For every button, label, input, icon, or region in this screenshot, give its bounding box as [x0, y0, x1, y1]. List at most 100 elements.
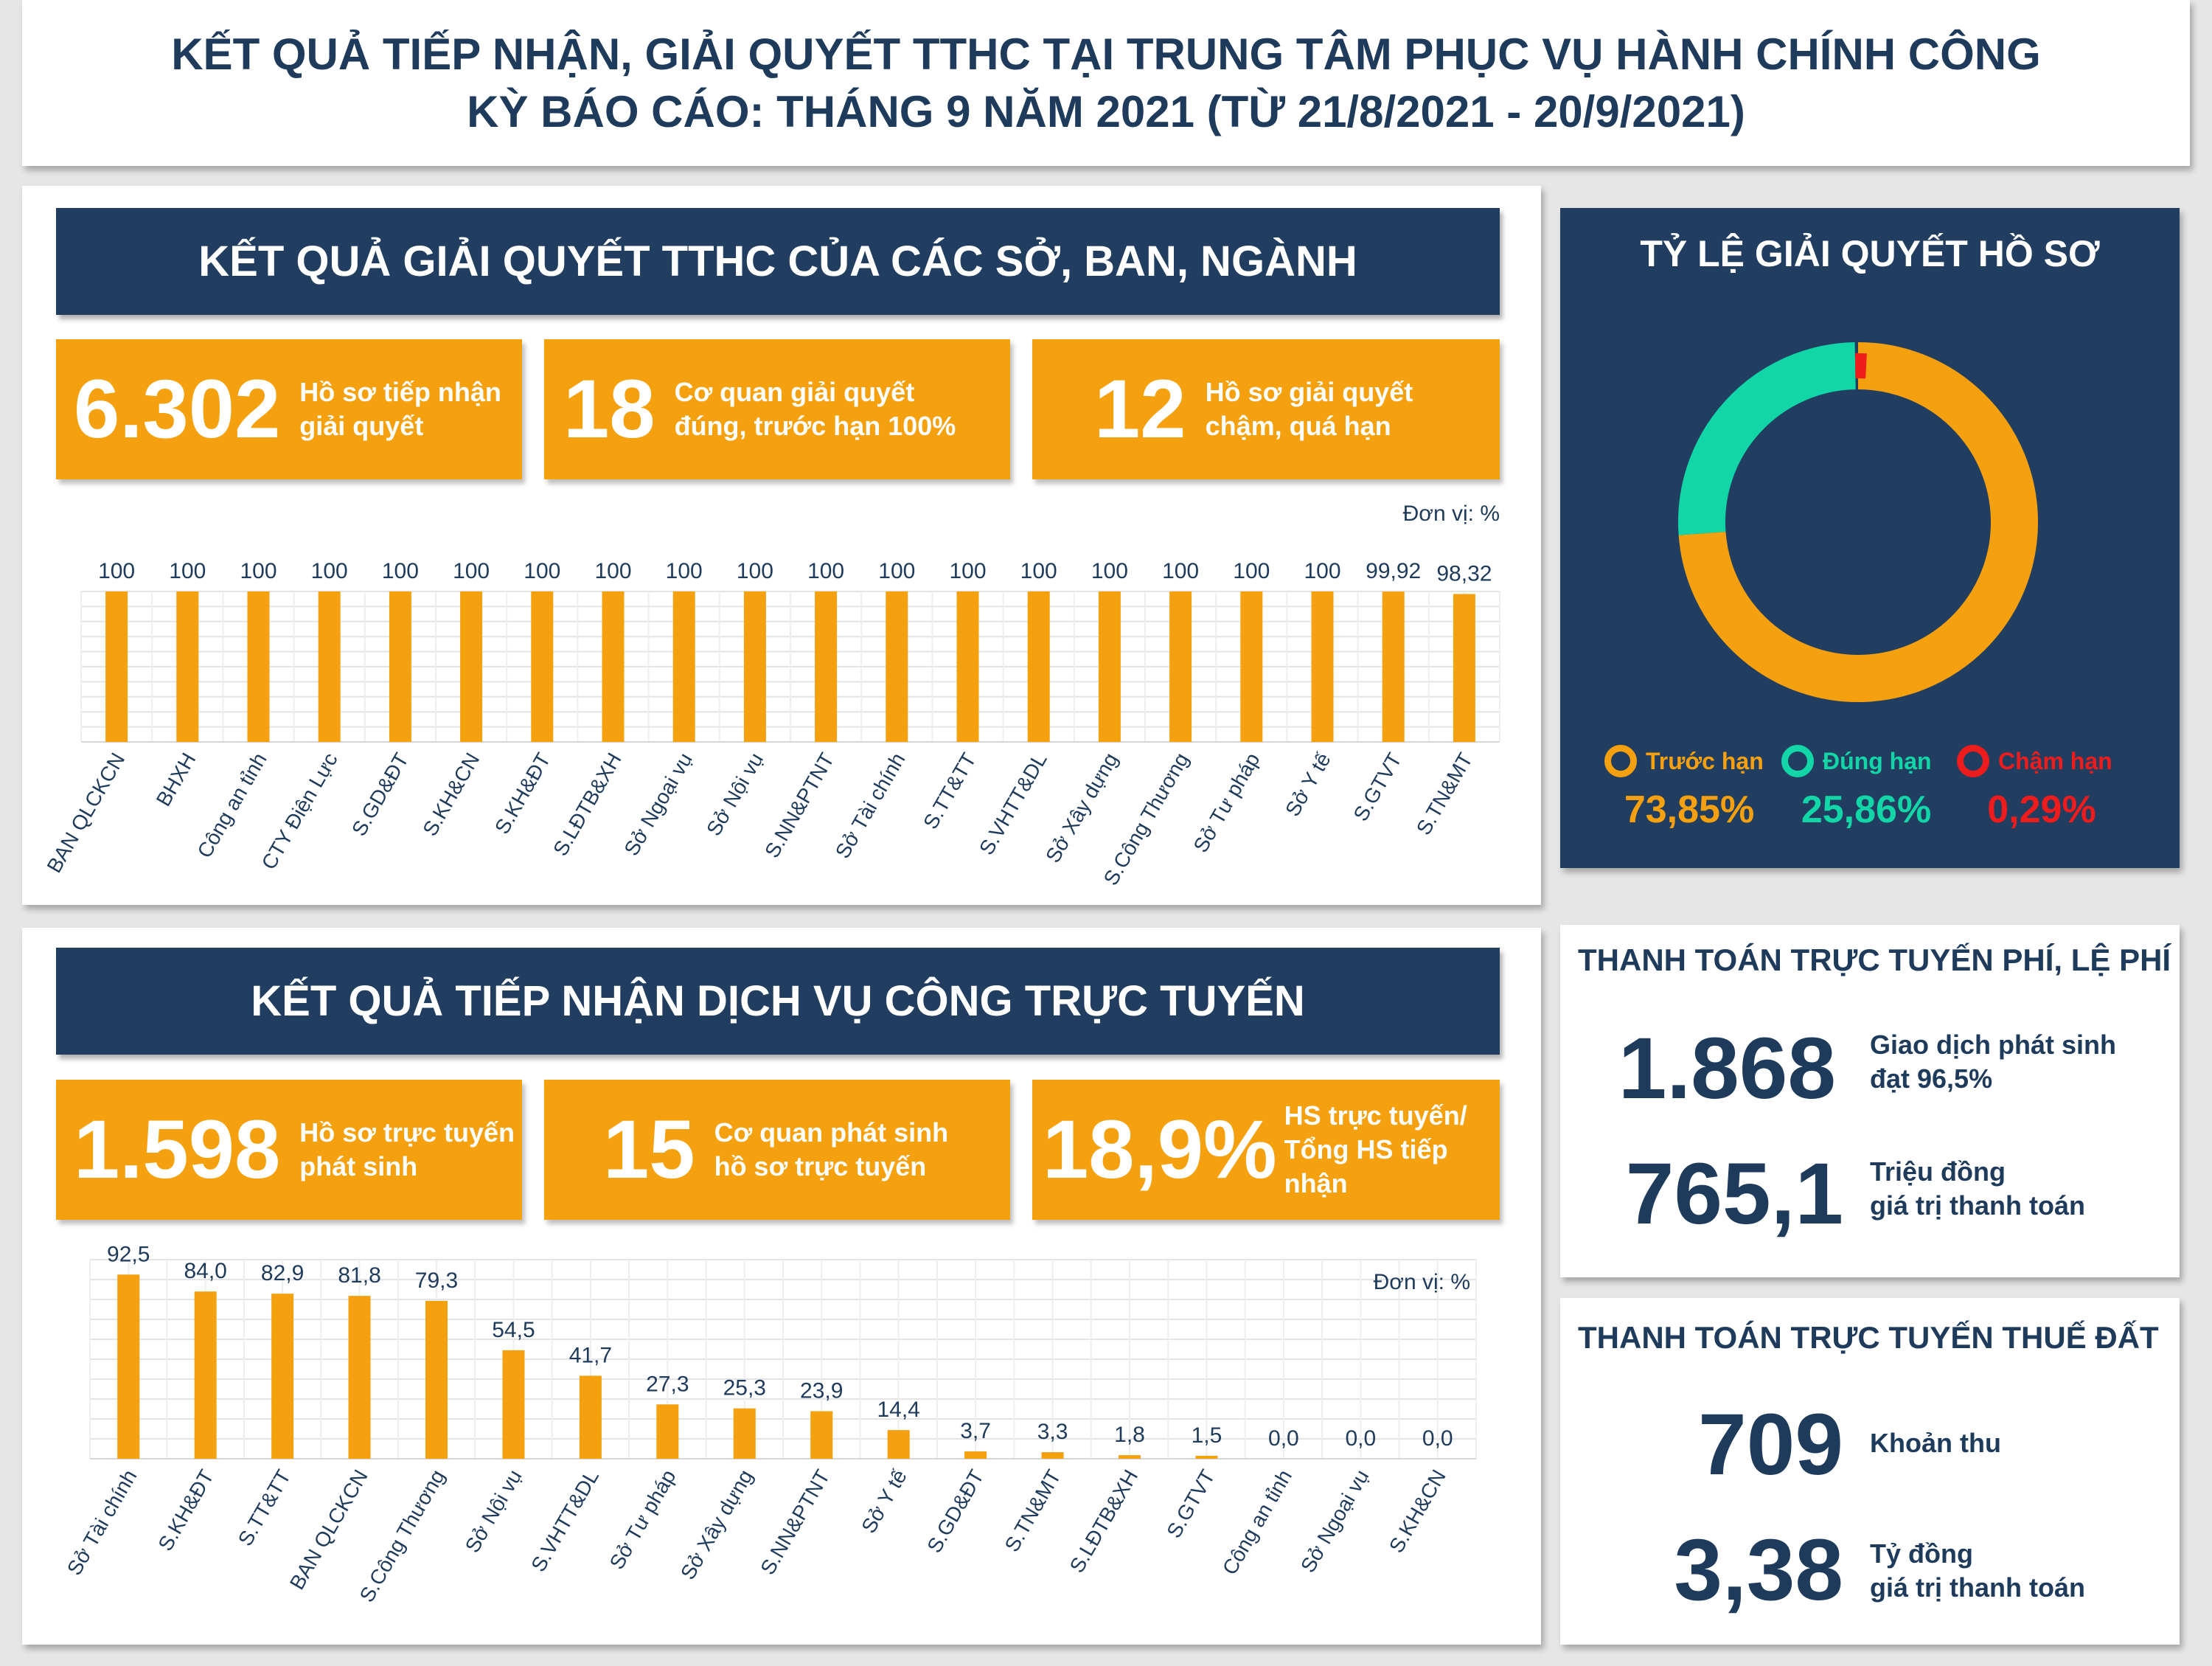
- bar: [887, 1430, 910, 1459]
- stat-number: 15: [603, 1103, 695, 1195]
- stat-box-online-ratio: 18,9% HS trực tuyến/Tổng HS tiếp nhận: [1032, 1080, 1500, 1220]
- data-label: 100: [594, 559, 631, 583]
- land-tax-amount-number: 3,38: [1674, 1521, 1843, 1619]
- data-label: 0,0: [1268, 1426, 1299, 1451]
- data-label: 100: [524, 559, 560, 583]
- category-label: S.KH&CN: [1385, 1466, 1450, 1557]
- unit-label: Đơn vị: %: [1374, 1270, 1470, 1294]
- category-label: Sở Xây dựng: [676, 1466, 757, 1584]
- legend-ring-icon: [1604, 745, 1637, 777]
- bar: [743, 591, 766, 742]
- category-label: S.VHTT&DL: [975, 749, 1051, 859]
- bar: [602, 591, 625, 742]
- data-label: 100: [382, 559, 419, 583]
- data-label: 25,3: [723, 1376, 766, 1401]
- bar: [1240, 591, 1263, 742]
- legend-ring-icon: [1781, 745, 1814, 777]
- category-label: S.TT&TT: [919, 749, 981, 833]
- donut-slice: [1678, 342, 1857, 535]
- category-label: Sở Tư pháp: [1189, 749, 1265, 857]
- bar: [531, 591, 554, 742]
- bar: [389, 591, 411, 742]
- stat-box-agencies-on-time: 18 Cơ quan giải quyết đúng, trước hạn 100…: [544, 339, 1010, 479]
- category-label: S.GTVT: [1349, 749, 1405, 825]
- category-label: S.TN&MT: [1412, 749, 1477, 839]
- legend-value-before-deadline: 73,85%: [1624, 788, 1755, 831]
- online-land-tax-panel: [1560, 1298, 2180, 1645]
- unit-label: Đơn vị: %: [1403, 501, 1500, 526]
- stat-description: Hồ sơ trực tuyến phát sinh: [299, 1117, 515, 1181]
- data-label: 100: [1162, 559, 1199, 583]
- data-label: 100: [98, 559, 135, 583]
- data-label: 82,9: [261, 1261, 304, 1285]
- category-label: Sở Tài chính: [63, 1466, 142, 1580]
- bar: [117, 1274, 140, 1459]
- category-label: S.KH&ĐT: [490, 749, 555, 839]
- stat-number: 1.598: [74, 1103, 281, 1195]
- bar: [1195, 1455, 1218, 1459]
- data-label: 100: [737, 559, 773, 583]
- stat-description: Cơ quan giải quyết đúng, trước hạn 100%: [674, 377, 956, 441]
- category-label: Sở Y tế: [857, 1465, 911, 1537]
- data-label: 1,5: [1192, 1423, 1222, 1448]
- data-label: 100: [169, 559, 206, 583]
- legend-before-deadline: Trước hạn: [1604, 745, 1764, 777]
- bar: [502, 1350, 525, 1459]
- bar: [1098, 591, 1121, 742]
- data-label: 1,8: [1114, 1423, 1145, 1447]
- category-label: BAN QLCKCN: [285, 1466, 372, 1594]
- category-label: Sở Nội vụ: [461, 1466, 526, 1557]
- data-label: 0,0: [1422, 1426, 1453, 1451]
- online-services-bar-chart: Đơn vị: % 92,5 Sở Tài chính 84,0 S.KH&ĐT 82,9…: [63, 1242, 1477, 1606]
- resolution-rate-panel: [1560, 208, 2180, 868]
- bar: [956, 591, 979, 742]
- stat-description: Hồ sơ tiếp nhận giải quyết: [299, 377, 501, 441]
- category-label: S.KH&CN: [418, 749, 484, 840]
- category-label: Sở Xây dựng: [1041, 749, 1122, 867]
- data-label: 100: [1233, 559, 1270, 583]
- page-title: KẾT QUẢ TIẾP NHẬN, GIẢI QUYẾT TTHC TẠI T…: [22, 0, 2190, 166]
- title-line-2: KỲ BÁO CÁO: THÁNG 9 NĂM 2021 (TỪ 21/8/20…: [467, 86, 1745, 136]
- fees-amount-description: Triệu đồng giá trị thanh toán: [1870, 1156, 2085, 1221]
- data-label: 3,7: [960, 1419, 991, 1443]
- bar: [318, 591, 341, 742]
- category-label: Công an tỉnh: [192, 749, 271, 862]
- data-label: 100: [1304, 559, 1340, 583]
- stat-number: 6.302: [74, 363, 281, 455]
- category-label: BAN QLCKCN: [42, 749, 129, 877]
- data-label: 23,9: [800, 1378, 843, 1403]
- bar: [579, 1375, 602, 1459]
- category-label: S.LĐTB&XH: [1065, 1466, 1143, 1577]
- bar: [672, 591, 695, 742]
- legend-value-on-time: 25,86%: [1801, 788, 1932, 831]
- bar: [1169, 591, 1192, 742]
- donut-title: TỶ LỆ GIẢI QUYẾT HỒ SƠ: [1640, 233, 2100, 274]
- category-label: S.VHTT&DL: [526, 1466, 603, 1576]
- tthc-section-title: KẾT QUẢ GIẢI QUYẾT TTHC CỦA CÁC SỞ, BAN,…: [56, 208, 1500, 315]
- category-label: Sở Nội vụ: [702, 749, 768, 840]
- data-label: 99,92: [1366, 559, 1421, 583]
- category-label: S.GD&ĐT: [922, 1466, 988, 1557]
- bar: [105, 591, 128, 742]
- online-services-section-title: KẾT QUẢ TIẾP NHẬN DỊCH VỤ CÔNG TRỰC TUYẾ…: [56, 948, 1500, 1055]
- legend-value-late: 0,29%: [1987, 788, 2096, 831]
- category-label: S.Công Thương: [355, 1466, 450, 1606]
- data-label: 100: [240, 559, 276, 583]
- bar: [425, 1300, 448, 1459]
- stat-box-agencies-online: 15 Cơ quan phát sinh hồ sơ trực tuyến: [544, 1080, 1010, 1220]
- online-fees-panel: [1560, 925, 2180, 1277]
- category-label: CTY Điện Lực: [257, 749, 342, 874]
- grid-lines: [80, 591, 1500, 743]
- bar: [460, 591, 483, 742]
- category-label: Sở Ngoại vụ: [1296, 1466, 1374, 1577]
- category-label: S.NN&PTNT: [756, 1466, 834, 1579]
- category-label: S.GD&ĐT: [347, 749, 413, 840]
- stat-box-late: 12 Hồ sơ giải quyết chậm, quá hạn: [1032, 339, 1500, 479]
- category-label: S.NN&PTNT: [760, 749, 838, 862]
- donut-slice: [1678, 342, 2038, 702]
- bar: [194, 1291, 217, 1459]
- title-line-1: KẾT QUẢ TIẾP NHẬN, GIẢI QUYẾT TTHC TẠI T…: [171, 29, 2041, 79]
- bar: [810, 1411, 833, 1459]
- bar: [1311, 591, 1334, 742]
- data-label: 84,0: [184, 1259, 226, 1283]
